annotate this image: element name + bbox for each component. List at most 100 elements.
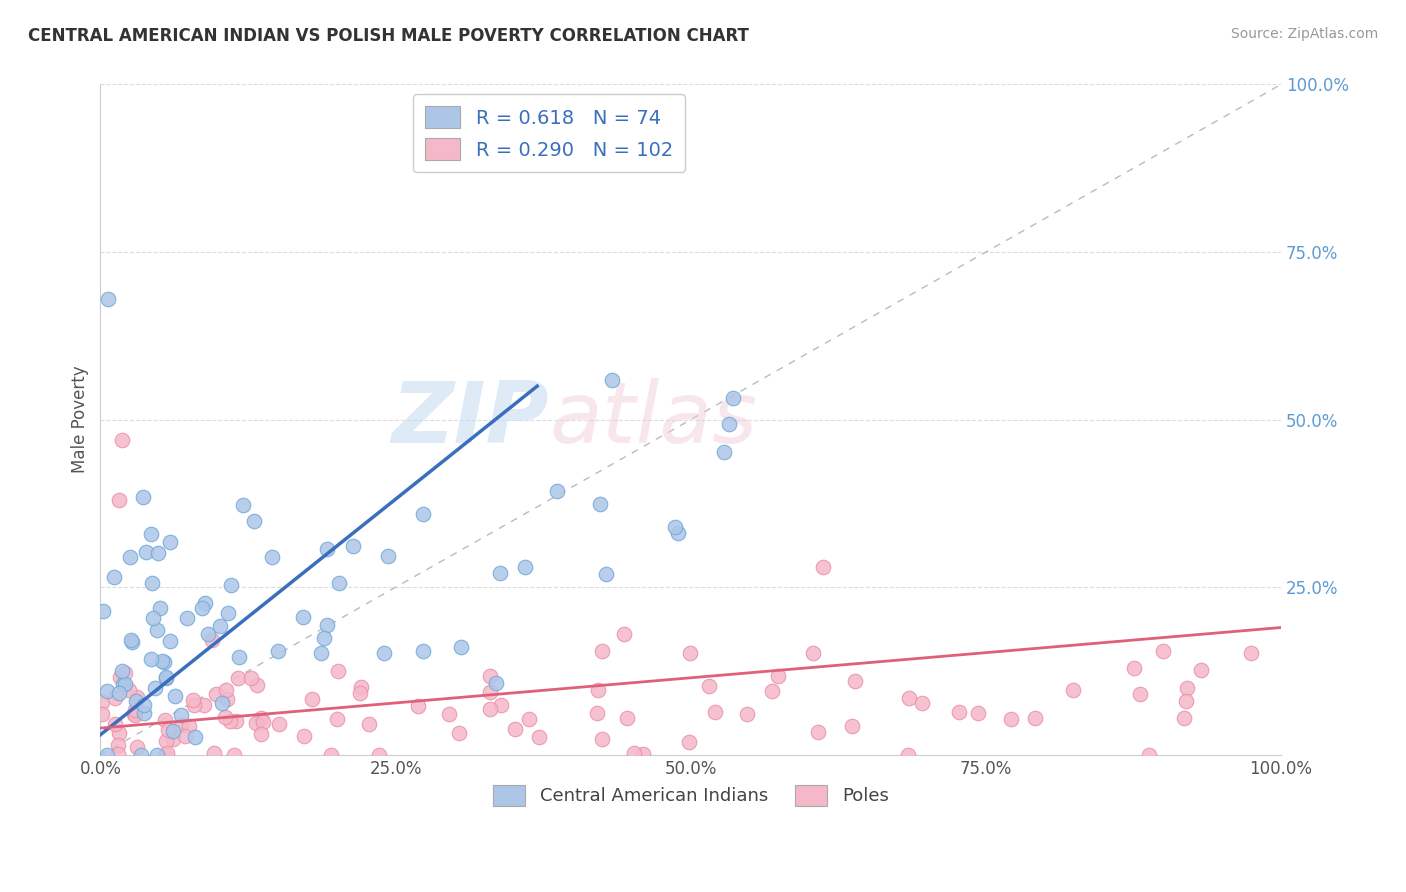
Point [314, 631, 336, 645]
Point [120, 632, 142, 647]
Point [616, 710, 638, 724]
Point [267, 644, 290, 658]
Point [316, 541, 339, 556]
Point [1062, 682, 1084, 697]
Point [169, 707, 191, 722]
Point [193, 698, 215, 713]
Point [437, 706, 460, 721]
Point [585, 706, 607, 721]
Point [111, 665, 134, 679]
Point [326, 664, 349, 678]
Point [114, 677, 136, 691]
Point [134, 706, 156, 720]
Point [678, 735, 700, 749]
Point [215, 682, 238, 697]
Point [262, 549, 284, 564]
Legend: Central American Indians, Poles: Central American Indians, Poles [485, 778, 896, 813]
Point [155, 734, 177, 748]
Point [132, 490, 155, 504]
Point [1000, 713, 1022, 727]
Point [761, 684, 783, 698]
Point [162, 723, 184, 738]
Point [149, 601, 172, 615]
Point [342, 539, 364, 553]
Point [211, 696, 233, 710]
Point [155, 671, 177, 685]
Point [221, 578, 243, 592]
Point [91, 604, 114, 618]
Point [447, 726, 470, 740]
Point [250, 711, 273, 725]
Point [132, 698, 155, 713]
Y-axis label: Male Poverty: Male Poverty [72, 366, 89, 474]
Point [121, 635, 143, 649]
Point [225, 714, 247, 728]
Point [623, 746, 645, 760]
Point [181, 692, 204, 706]
Point [811, 560, 834, 574]
Point [489, 698, 512, 712]
Point [503, 722, 526, 736]
Point [124, 703, 146, 717]
Point [114, 665, 136, 680]
Point [319, 747, 342, 762]
Point [139, 652, 162, 666]
Point [252, 715, 274, 730]
Point [721, 392, 744, 406]
Point [228, 650, 250, 665]
Point [165, 690, 187, 704]
Point [897, 747, 920, 762]
Point [156, 723, 179, 737]
Point [517, 712, 540, 726]
Point [103, 690, 125, 705]
Point [125, 693, 148, 707]
Point [713, 444, 735, 458]
Point [107, 747, 129, 762]
Point [194, 596, 217, 610]
Point [664, 520, 686, 534]
Point [1175, 694, 1198, 708]
Point [97, 292, 120, 306]
Point [162, 732, 184, 747]
Point [190, 601, 212, 615]
Point [143, 681, 166, 695]
Point [159, 534, 181, 549]
Text: ZIP: ZIP [391, 378, 548, 461]
Point [179, 719, 201, 733]
Point [215, 691, 238, 706]
Point [349, 685, 371, 699]
Point [801, 646, 824, 660]
Point [108, 726, 131, 740]
Point [807, 724, 830, 739]
Point [292, 729, 315, 743]
Point [591, 732, 613, 747]
Point [291, 609, 314, 624]
Point [124, 708, 146, 723]
Point [948, 705, 970, 719]
Point [602, 373, 624, 387]
Point [377, 549, 399, 563]
Point [513, 559, 536, 574]
Point [150, 655, 173, 669]
Point [1129, 687, 1152, 701]
Point [91, 706, 114, 721]
Point [240, 672, 263, 686]
Point [103, 570, 125, 584]
Point [1152, 644, 1174, 658]
Point [148, 546, 170, 560]
Point [309, 646, 332, 660]
Point [412, 644, 434, 658]
Point [315, 618, 337, 632]
Point [373, 646, 395, 660]
Point [844, 674, 866, 689]
Point [217, 607, 239, 621]
Point [141, 575, 163, 590]
Point [110, 433, 132, 447]
Point [155, 670, 177, 684]
Point [104, 717, 127, 731]
Point [478, 669, 501, 683]
Point [301, 691, 323, 706]
Text: CENTRAL AMERICAN INDIAN VS POLISH MALE POVERTY CORRELATION CHART: CENTRAL AMERICAN INDIAN VS POLISH MALE P… [28, 27, 749, 45]
Point [246, 678, 269, 692]
Point [209, 619, 232, 633]
